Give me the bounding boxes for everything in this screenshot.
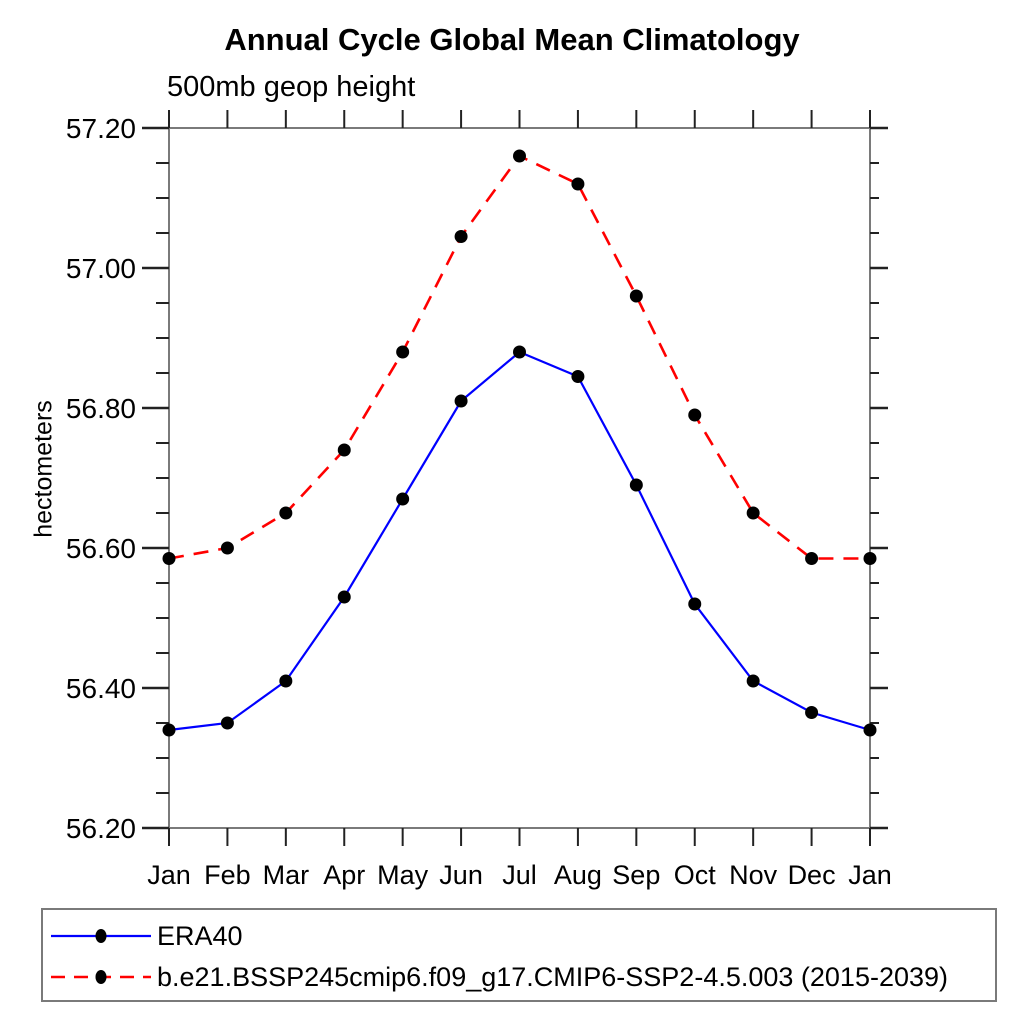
data-point-marker	[863, 552, 877, 565]
legend-marker-dot-icon	[95, 970, 107, 984]
data-point-marker	[162, 723, 176, 737]
data-point-marker	[805, 706, 819, 719]
data-point-marker	[454, 394, 468, 408]
data-point-marker	[337, 443, 351, 457]
x-tick-label: Feb	[204, 860, 251, 890]
data-point-marker	[220, 541, 234, 555]
x-tick-label: Mar	[263, 860, 310, 890]
data-point-marker	[629, 478, 643, 492]
legend-marker-dot-icon	[95, 929, 107, 943]
legend: ERA40 b.e21.BSSP245cmip6.f09_g17.CMIP6-S…	[41, 908, 997, 1002]
x-tick-label: Aug	[554, 860, 602, 890]
legend-item-era40: ERA40	[48, 920, 995, 951]
y-tick-label: 56.60	[66, 533, 136, 564]
data-point-marker	[688, 408, 702, 422]
data-point-marker	[396, 345, 410, 359]
plot-frame	[168, 127, 871, 829]
legend-label-era40: ERA40	[157, 920, 243, 951]
series-line-0	[168, 350, 871, 732]
data-point-marker	[396, 492, 410, 506]
x-tick-label: Oct	[674, 860, 717, 890]
chart-subtitle: 500mb geop height	[167, 71, 416, 103]
data-point-marker	[629, 289, 643, 303]
legend-swatch-solid-line-icon	[51, 929, 151, 943]
y-tick-label: 56.80	[66, 393, 136, 424]
data-point-marker	[805, 552, 819, 565]
x-tick-label: May	[377, 860, 429, 890]
data-point-marker	[220, 716, 234, 730]
data-point-marker	[337, 590, 351, 604]
x-tick-label: Jan	[147, 860, 191, 890]
x-tick-label: Apr	[323, 860, 365, 890]
y-tick-label: 56.20	[66, 813, 136, 844]
data-point-marker	[746, 506, 760, 520]
x-tick-label: Nov	[729, 860, 778, 890]
x-tick-label: Jan	[848, 860, 892, 890]
data-point-marker	[863, 723, 877, 737]
data-point-marker	[571, 177, 585, 191]
y-tick-label: 56.40	[66, 673, 136, 704]
legend-swatch-dashed-line-icon	[51, 970, 151, 984]
data-point-marker	[746, 674, 760, 688]
data-point-marker	[571, 370, 585, 383]
x-tick-label: Jun	[439, 860, 483, 890]
data-point-marker	[688, 597, 702, 611]
y-tick-label: 57.20	[66, 113, 136, 144]
data-point-marker	[279, 674, 293, 688]
data-point-marker	[279, 506, 293, 520]
legend-item-cmip6: b.e21.BSSP245cmip6.f09_g17.CMIP6-SSP2-4.…	[48, 961, 995, 992]
chart-title: Annual Cycle Global Mean Climatology	[224, 22, 800, 57]
legend-label-cmip6: b.e21.BSSP245cmip6.f09_g17.CMIP6-SSP2-4.…	[157, 961, 949, 992]
data-point-marker	[162, 552, 176, 565]
y-tick-label: 57.00	[66, 253, 136, 284]
x-tick-label: Sep	[612, 860, 660, 890]
data-point-marker	[513, 345, 526, 359]
data-point-marker	[513, 149, 526, 163]
x-tick-label: Dec	[788, 860, 836, 890]
data-point-marker	[454, 230, 468, 243]
x-tick-label: Jul	[502, 860, 537, 890]
